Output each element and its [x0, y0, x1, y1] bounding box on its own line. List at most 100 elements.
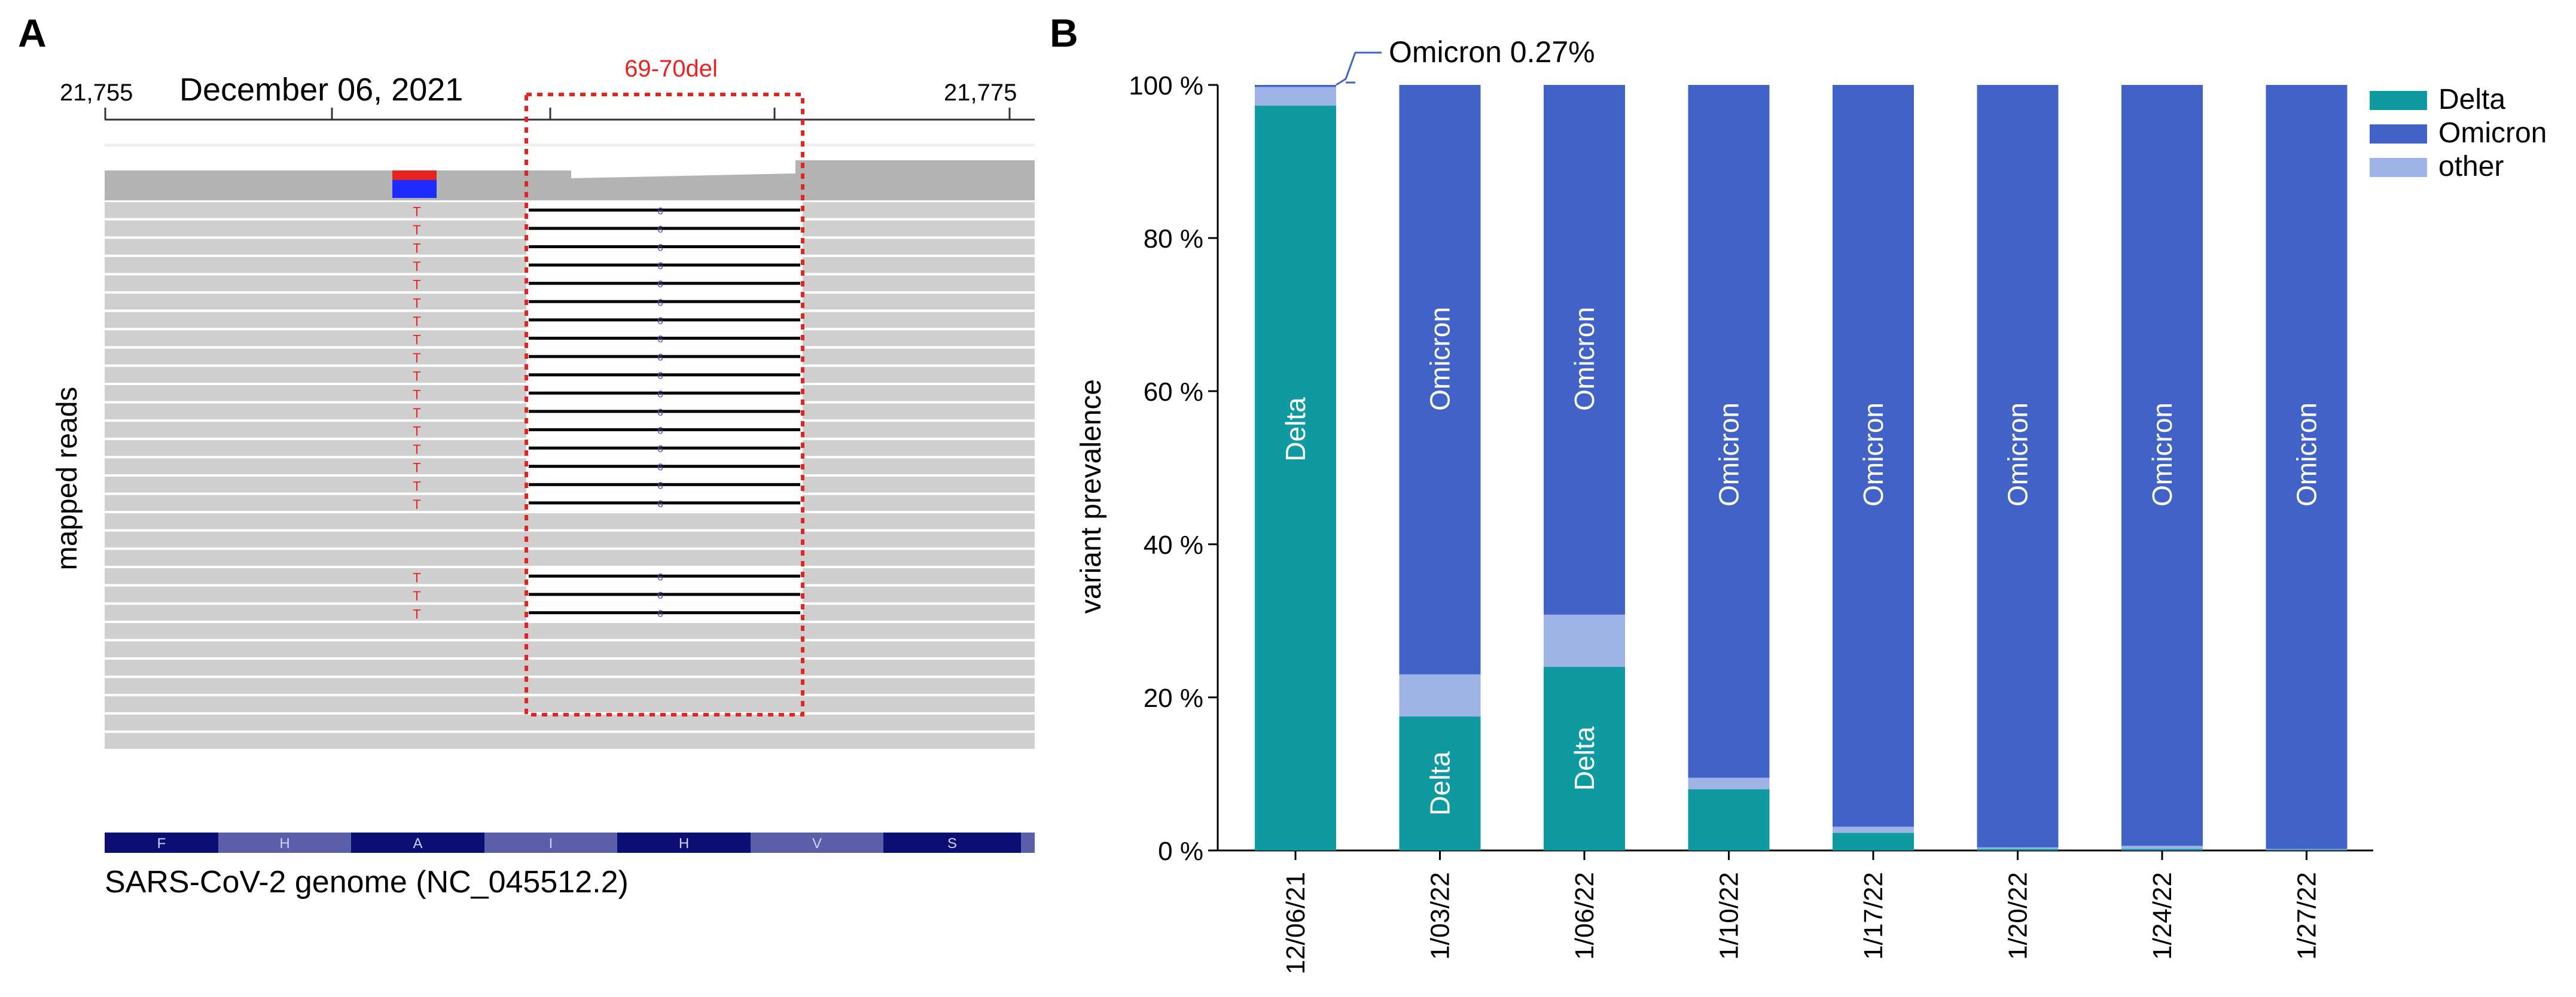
coverage-mismatch-blue	[392, 180, 437, 198]
bar-segment-other	[1977, 847, 2059, 849]
deletion-count: 6	[657, 571, 663, 583]
mismatch-base: T	[413, 570, 420, 585]
deletion-count: 6	[657, 260, 663, 272]
bar-segment-omicron	[1544, 85, 1625, 615]
mismatch-base: T	[413, 607, 420, 622]
deletion-count: 6	[657, 242, 663, 254]
deletion-count: 6	[657, 443, 663, 455]
bar-label: Omicron	[2147, 403, 2178, 507]
read-row	[105, 714, 1035, 731]
coord-left: 21,755	[60, 80, 133, 106]
mismatch-base: T	[413, 295, 420, 310]
bar-segment-delta	[1255, 105, 1336, 850]
deletion-count: 6	[657, 608, 663, 620]
mismatch-base: T	[413, 222, 420, 237]
x-tick-label: 12/06/21	[1281, 872, 1310, 974]
read-row	[105, 696, 1035, 712]
aa-cell	[617, 833, 751, 853]
mismatch-base: T	[413, 461, 420, 475]
y-axis-title: variant prevalence	[1075, 379, 1107, 614]
bar-label: Omicron	[2291, 403, 2322, 507]
bar-label: Omicron	[1425, 307, 1456, 411]
deletion-count: 6	[657, 370, 663, 382]
aa-cell	[351, 833, 484, 853]
deletion-count: 6	[657, 224, 663, 235]
mismatch-base: T	[413, 589, 420, 603]
x-tick-label: 1/06/22	[1570, 872, 1599, 960]
stacked-bar-chart: 0 % 20 % 40 % 60 % 80 % 100 % 12/06/21 1/03/22 1…	[1129, 51, 2373, 974]
mismatch-base: T	[413, 369, 420, 384]
deletion-count: 6	[657, 279, 663, 290]
bar-segment-omicron	[1688, 85, 1770, 778]
deletion-count: 6	[657, 334, 663, 345]
read-row	[105, 513, 1035, 529]
read-row	[105, 623, 1035, 639]
deletion-count: 6	[657, 407, 663, 418]
mismatch-base: T	[413, 333, 420, 347]
read-row	[105, 550, 1035, 566]
x-tick-label: 1/27/22	[2293, 872, 2322, 960]
bar-segment-delta	[2121, 849, 2203, 850]
bar-segment-delta	[1977, 849, 2059, 850]
bar-label: Omicron	[1569, 307, 1600, 411]
y-tick-label: 0 %	[1158, 837, 1203, 866]
bar-label: Delta	[1425, 751, 1456, 816]
bar-segment-omicron	[1255, 85, 1336, 87]
panel-b: B variant prevalence 0 % 20 % 40 % 60 % 80 %…	[1050, 11, 2547, 974]
deletion-count: 6	[657, 315, 663, 327]
bar-label: Delta	[1569, 726, 1600, 791]
panel-a-label: A	[18, 11, 47, 55]
deletion-label: 69-70del	[624, 56, 718, 82]
mapped-reads-label: mapped reads	[51, 387, 83, 571]
aa-letter: I	[549, 836, 553, 852]
bar-segment-delta	[1544, 666, 1625, 850]
legend-swatch-delta	[2370, 91, 2427, 110]
x-tick-label: 1/20/22	[2004, 872, 2033, 960]
legend-label-omicron: Omicron	[2438, 117, 2547, 149]
bar-segment-omicron	[2121, 85, 2203, 846]
deletion-count: 6	[657, 205, 663, 217]
bar-segment-delta	[1688, 789, 1770, 850]
genome-label: SARS-CoV-2 genome (NC_045512.2)	[105, 865, 629, 900]
bar-segment-omicron	[1833, 85, 1914, 827]
aa-cell	[105, 833, 218, 853]
mapped-reads-track: 6 T 6 T 6 T 6 T 6 T 6 T 6 T 6 T 6 T 6 T 6 T 6 T 6 T 6 T 6 T 6 T 6 T 6 T 6 T 6 T	[105, 202, 1035, 749]
y-tick-label: 100 %	[1129, 71, 1203, 100]
track-date: December 06, 2021	[179, 72, 463, 108]
y-tick-label: 80 %	[1144, 224, 1203, 254]
bar-segment-other	[1255, 87, 1336, 106]
legend-label-delta: Delta	[2438, 84, 2505, 115]
mismatch-base: T	[413, 350, 420, 365]
aa-cell	[751, 833, 883, 853]
bar-segment-delta	[1399, 717, 1481, 850]
aa-cell	[484, 833, 617, 853]
mismatch-base: T	[413, 478, 420, 493]
legend-swatch-other	[2370, 158, 2427, 177]
mismatch-base: T	[413, 314, 420, 329]
bar-segment-other	[1399, 674, 1481, 717]
mismatch-base: T	[413, 259, 420, 274]
read-row	[105, 531, 1035, 548]
mismatch-base: T	[413, 387, 420, 402]
deletion-count: 6	[657, 425, 663, 437]
bar-segment-other	[1688, 778, 1770, 789]
aa-letter: S	[947, 836, 957, 852]
aa-letter: H	[679, 836, 689, 852]
bar-label: Omicron	[2002, 403, 2034, 507]
read-row	[105, 660, 1035, 676]
deletion-count: 6	[657, 352, 663, 363]
bar-label: Omicron	[1858, 403, 1889, 507]
mismatch-base: T	[413, 442, 420, 457]
annotation-leader-path	[1336, 51, 1382, 86]
deletion-count: 6	[657, 480, 663, 491]
annotation-omicron-027: Omicron 0.27%	[1389, 35, 1595, 69]
y-tick-label: 40 %	[1144, 530, 1203, 560]
x-tick-label: 1/03/22	[1426, 872, 1455, 960]
deletion-count: 6	[657, 388, 663, 400]
aa-cell	[883, 833, 1021, 853]
coordinate-ruler	[104, 108, 1035, 121]
aa-letter: H	[279, 836, 289, 852]
mismatch-base: T	[413, 497, 420, 512]
y-tick-label: 60 %	[1144, 377, 1203, 407]
